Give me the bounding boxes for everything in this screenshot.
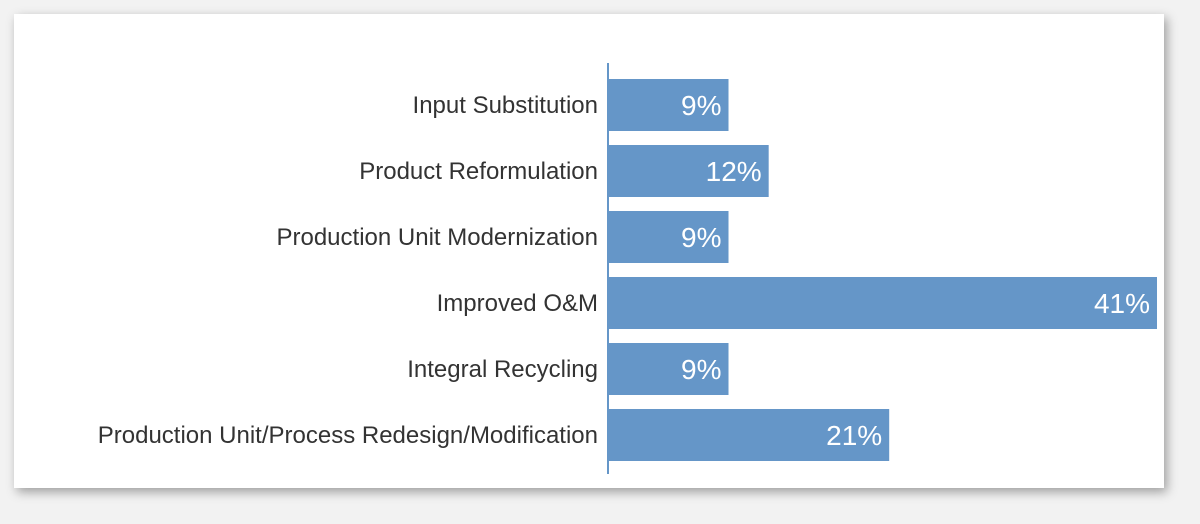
bar: [608, 277, 1157, 329]
bar-value-label: 12%: [706, 156, 762, 187]
bar-value-label: 9%: [681, 222, 721, 253]
bar: [608, 79, 729, 131]
bar: [608, 409, 890, 461]
bars-layer: 9% 12% 9% 41% 9% 21%: [608, 79, 1157, 461]
bar: [608, 211, 729, 263]
category-label: Product Reformulation: [359, 158, 598, 185]
category-label: Production Unit Modernization: [276, 224, 598, 251]
category-label: Integral Recycling: [407, 356, 598, 383]
category-labels-layer: Input Substitution Product Reformulation P…: [98, 92, 598, 449]
bar-value-label: 9%: [681, 354, 721, 385]
bar: [608, 343, 729, 395]
bar-value-label: 41%: [1094, 288, 1150, 319]
category-label: Production Unit/Process Redesign/Modific…: [98, 422, 598, 449]
chart-card: [14, 14, 1164, 488]
bar-value-label: 9%: [681, 90, 721, 121]
category-label: Improved O&M: [437, 290, 598, 317]
category-label: Input Substitution: [413, 92, 598, 119]
bar-value-label: 21%: [826, 420, 882, 451]
bar: [608, 145, 769, 197]
